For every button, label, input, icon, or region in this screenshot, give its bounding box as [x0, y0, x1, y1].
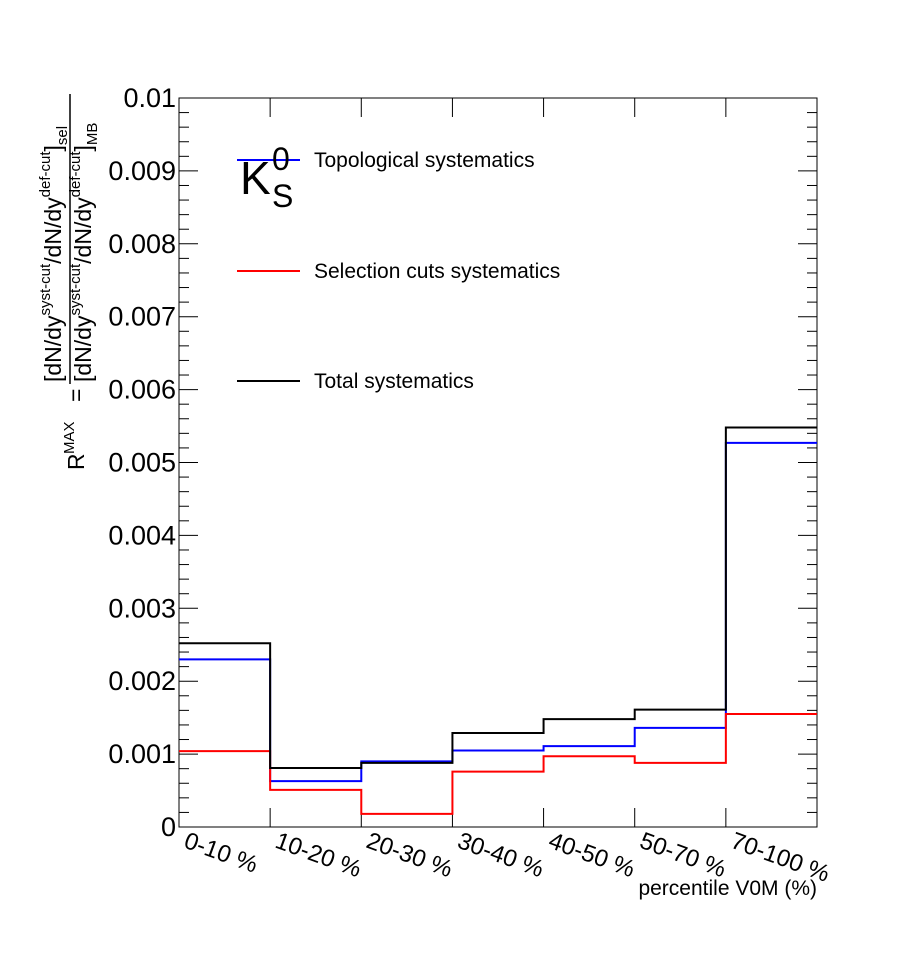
y-tick-label: 0.002 [108, 666, 176, 696]
y-axis-ticks [179, 97, 817, 828]
y-tick-label: 0.005 [108, 448, 176, 478]
legend-label-topological: Topological systematics [314, 149, 535, 172]
y-tick-label: 0.007 [108, 302, 176, 332]
y-tick-label: 0.009 [108, 156, 176, 186]
y-tick-label: 0.001 [108, 739, 176, 769]
y-title-lhs: R [63, 453, 89, 470]
y-tick-label: 0 [161, 812, 176, 842]
y-title-lhs-sup: MAX [61, 421, 78, 454]
y-tick-label: 0.003 [108, 593, 176, 623]
y-title-numerator: [dN/dysyst-cut/dN/dydef-cut]sel [37, 126, 71, 382]
x-category-label: 40-50 % [545, 827, 638, 883]
x-category-label: 30-40 % [454, 827, 547, 883]
legend: Topological systematics Selection cuts s… [237, 149, 560, 393]
y-title-equals: = [63, 389, 89, 402]
y-tick-label: 0.01 [123, 83, 176, 113]
series-line-total-systematics [179, 426, 817, 769]
y-axis-title: R MAX = [dN/dysyst-cut/dN/dydef-cut]sel … [37, 94, 101, 470]
x-category-label: 10-20 % [272, 827, 365, 883]
y-axis-tick-labels: 0 0.001 0.002 0.003 0.004 0.005 0.006 0.007 0.00… [108, 83, 176, 842]
legend-label-total: Total systematics [314, 370, 474, 393]
x-axis-ticks [269, 98, 727, 827]
y-tick-label: 0.006 [108, 375, 176, 405]
series-line-selection-cuts-systematics [179, 713, 817, 815]
y-title-denominator: [dN/dysyst-cut/dN/dydef-cut]MB [67, 123, 101, 382]
legend-label-selection-cuts: Selection cuts systematics [314, 260, 560, 283]
particle-base: K [240, 152, 271, 204]
series-lines [179, 426, 817, 815]
x-category-label: 50-70 % [636, 827, 729, 883]
y-tick-label: 0.008 [108, 229, 176, 259]
x-category-label: 0-10 % [181, 827, 262, 878]
particle-subscript: S [272, 178, 293, 214]
series-line-topological-systematics [179, 441, 817, 783]
particle-label: K 0 S [240, 141, 293, 214]
particle-superscript: 0 [272, 141, 290, 177]
y-tick-label: 0.004 [108, 520, 176, 550]
x-axis-title: percentile V0M (%) [638, 877, 817, 900]
x-category-label: 20-30 % [363, 827, 456, 883]
